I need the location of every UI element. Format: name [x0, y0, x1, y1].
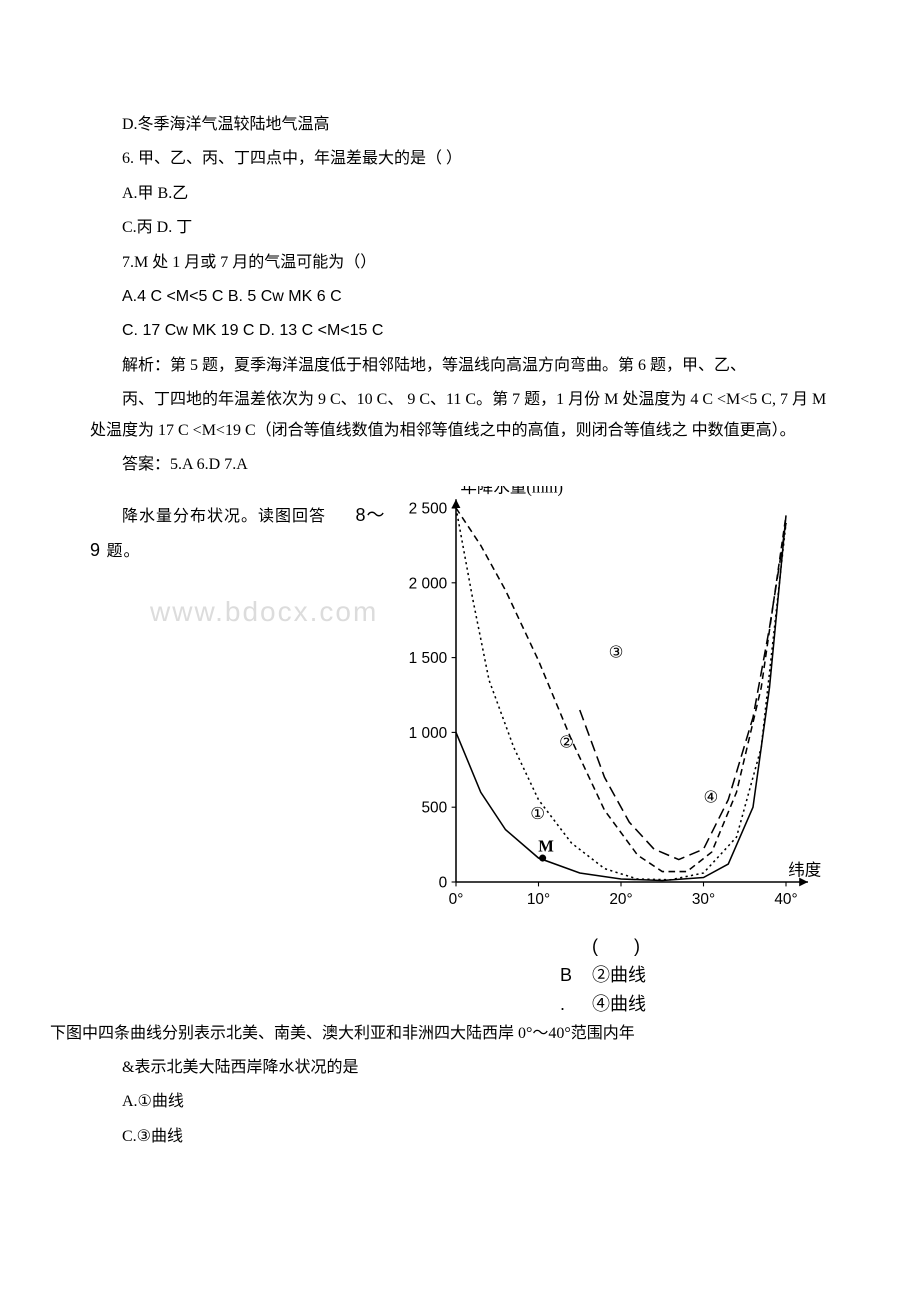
text: 下图中四条曲线分别表示北美、南美、澳大利亚和非洲四大陆西岸 0°～40°范围内年: [50, 1025, 635, 1042]
chart-row: 降水量分布状况。读图回答 8～9 题。 www.bdocx.com 0 500 1 …: [90, 486, 830, 926]
opt-b-text: ②曲线: [592, 961, 646, 990]
text: &表示北美大陆西岸降水状况的是: [122, 1059, 358, 1076]
text: A.甲 B.乙: [122, 185, 188, 202]
chart-svg: 0 500 1 000 1 500 2 000 2 500 0° 10° 20° 30° 40° 年降…: [390, 486, 830, 926]
explain-2: 丙、丁四地的年温差依次为 9 C、10 C、 9 C、11 C。第 7 题，1 …: [90, 385, 830, 446]
svg-text:1 500: 1 500: [409, 650, 448, 667]
q8-opt-c: C.③曲线: [90, 1122, 830, 1152]
passage-intro: 下图中四条曲线分别表示北美、南美、澳大利亚和非洲四大陆西岸 0°～40°范围内年: [50, 1019, 830, 1049]
opt-d-row: . ④曲线: [560, 990, 830, 1019]
text: A.①曲线: [122, 1093, 184, 1110]
svg-text:①: ①: [530, 804, 545, 823]
svg-text:500: 500: [422, 800, 448, 817]
text: 6. 甲、乙、丙、丁四点中，年温差最大的是（ ）: [122, 150, 462, 167]
svg-text:②: ②: [559, 733, 574, 752]
svg-text:0: 0: [439, 875, 448, 892]
text: C. 17 Cw MK 19 C D. 13 C <M<15 C: [122, 322, 383, 339]
q6-opts-ab: A.甲 B.乙: [90, 179, 830, 209]
explain-1: 解析：第 5 题，夏季海洋温度低于相邻陆地，等温线向高温方向弯曲。第 6 题，甲…: [90, 351, 830, 381]
svg-text:④: ④: [704, 788, 719, 807]
question-7: 7.M 处 1 月或 7 月的气温可能为（）: [90, 248, 830, 278]
dot: .: [560, 990, 578, 1019]
text: A.4 C <M<5 C B. 5 Cw MK 6 C: [122, 288, 342, 305]
svg-text:1 000: 1 000: [409, 725, 448, 742]
q7-opts-ab: A.4 C <M<5 C B. 5 Cw MK 6 C: [90, 282, 830, 312]
question-8: &表示北美大陆西岸降水状况的是: [90, 1053, 830, 1083]
lead: 降水量分布状况。读图回答: [122, 508, 326, 525]
svg-text:M: M: [538, 837, 554, 856]
svg-text:40°: 40°: [774, 891, 797, 908]
option-d: D.冬季海洋气温较陆地气温高: [90, 110, 830, 140]
svg-text:③: ③: [609, 643, 624, 662]
svg-text:2 500: 2 500: [409, 501, 448, 518]
letter-b: B: [560, 961, 578, 990]
lead-text: 降水量分布状况。读图回答 8～9 题。: [90, 498, 390, 567]
svg-text:年降水量(mm): 年降水量(mm): [460, 486, 563, 497]
text: 丙、丁四地的年温差依次为 9 C、10 C、 9 C、11 C。第 7 题，1 …: [90, 391, 826, 438]
watermark: www.bdocx.com: [150, 585, 390, 638]
answer-567: 答案：5.A 6.D 7.A: [90, 450, 830, 480]
svg-text:0°: 0°: [449, 891, 464, 908]
q7-opts-cd: C. 17 Cw MK 19 C D. 13 C <M<15 C: [90, 316, 830, 346]
svg-text:10°: 10°: [527, 891, 550, 908]
opt-b-row: B ②曲线: [560, 961, 830, 990]
svg-text:20°: 20°: [609, 891, 632, 908]
q6-opts-cd: C.丙 D. 丁: [90, 213, 830, 243]
text: 7.M 处 1 月或 7 月的气温可能为（）: [122, 254, 376, 271]
text: D.冬季海洋气温较陆地气温高: [122, 116, 330, 133]
svg-text:纬度: 纬度: [788, 861, 821, 880]
paren: ( ): [592, 932, 640, 961]
q8-opt-a: A.①曲线: [90, 1087, 830, 1117]
text: C.③曲线: [122, 1128, 183, 1145]
right-options: ( ) B ②曲线 . ④曲线: [560, 932, 830, 1018]
text: 答案：5.A 6.D 7.A: [122, 456, 248, 473]
chart-left-col: 降水量分布状况。读图回答 8～9 题。 www.bdocx.com: [90, 486, 390, 638]
svg-text:30°: 30°: [692, 891, 715, 908]
paren-row: ( ): [560, 932, 830, 961]
svg-text:2 000: 2 000: [409, 576, 448, 593]
opt-d-text: ④曲线: [592, 990, 646, 1019]
text: 解析：第 5 题，夏季海洋温度低于相邻陆地，等温线向高温方向弯曲。第 6 题，甲…: [122, 357, 746, 374]
text: C.丙 D. 丁: [122, 219, 192, 236]
question-6: 6. 甲、乙、丙、丁四点中，年温差最大的是（ ）: [90, 144, 830, 174]
precip-chart: 0 500 1 000 1 500 2 000 2 500 0° 10° 20° 30° 40° 年降…: [390, 486, 830, 926]
tail: 题。: [106, 543, 140, 560]
